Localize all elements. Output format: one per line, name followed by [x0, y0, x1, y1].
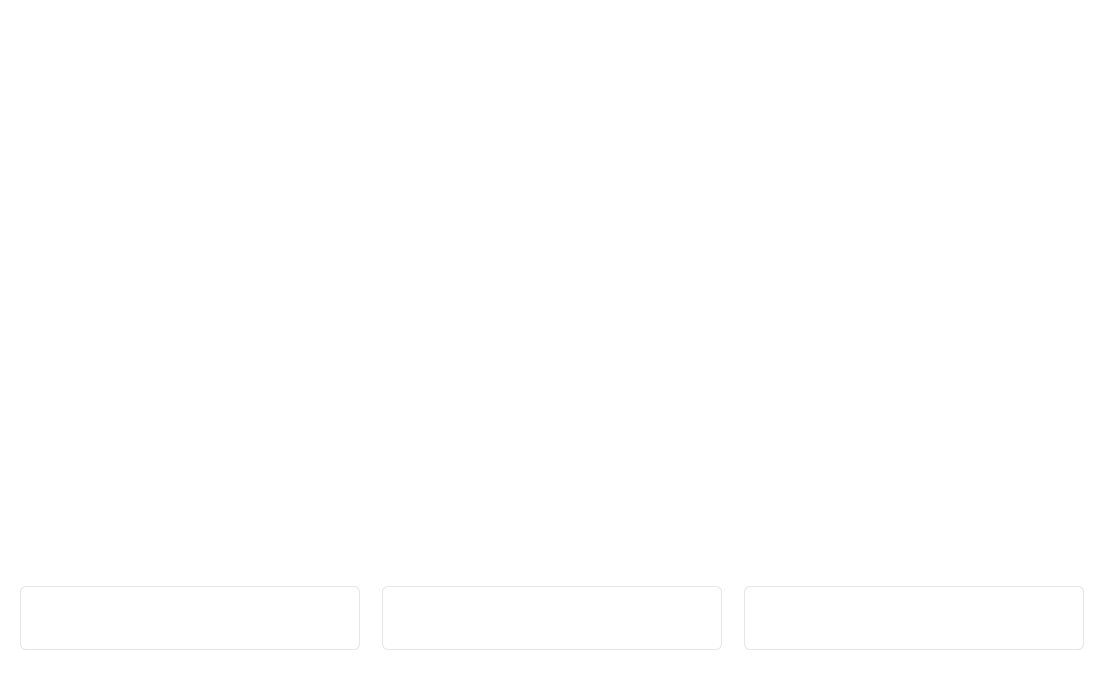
avg-cost-card: [382, 586, 722, 650]
max-cost-card: [744, 586, 1084, 650]
max-dot-icon: [907, 609, 916, 618]
min-dot-icon: [183, 609, 192, 618]
gauge-svg: [20, 20, 1084, 580]
summary-cards: [20, 586, 1084, 650]
gauge-area: [20, 20, 1084, 580]
min-cost-card: [20, 586, 360, 650]
cost-gauge-chart: [20, 20, 1084, 650]
avg-dot-icon: [545, 609, 554, 618]
